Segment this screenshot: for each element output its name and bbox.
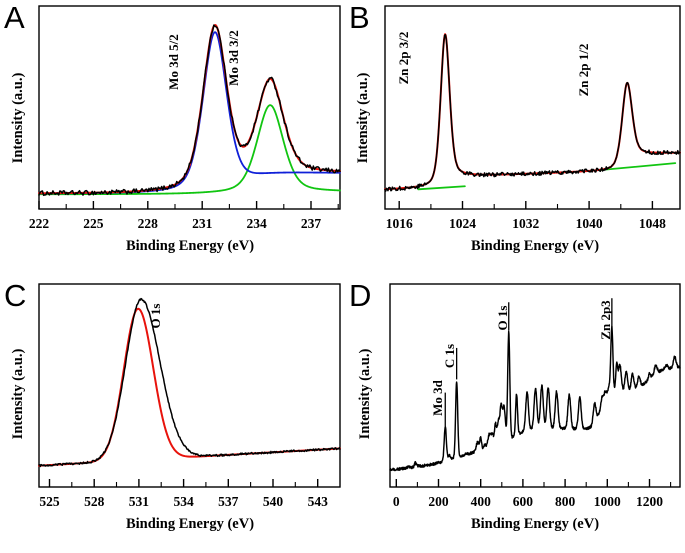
panel-c-tick-6: 543 [308, 494, 329, 509]
panel-d-tick-1: 200 [428, 494, 449, 509]
panel-a-ylabel: Intensity (a.u.) [10, 73, 26, 164]
panel-b-tick-4: 1048 [639, 216, 666, 231]
panel-b-letter: B [349, 0, 370, 35]
panel-c-frame [38, 283, 341, 488]
panel-b-plot: Intensity (a.u.) 1016 1024 1032 1040 104… [355, 5, 681, 254]
panel-a-traces [38, 24, 341, 197]
panel-b-xticks [398, 201, 654, 209]
panel-d-tick-4: 800 [555, 494, 576, 509]
panel-b: B Intensity (a.u.) 1016 1024 1032 1040 1… [345, 0, 685, 276]
panel-c-tick-2: 531 [129, 494, 150, 509]
panel-d-plot: Intensity (a.u.) 0 200 400 60 [357, 283, 681, 532]
panel-b-peak-label-1: Zn 2p 3/2 [396, 32, 411, 85]
panel-c-xticks [48, 479, 319, 487]
panel-c-ylabel: Intensity (a.u.) [10, 349, 26, 440]
panel-c-xlabel: Binding Energy (eV) [126, 516, 254, 532]
panel-a-letter: A [4, 0, 25, 35]
panel-d-peak-label-1: C 1s [442, 344, 457, 368]
panel-a-plot: Intensity (a.u.) 222 225 228 [10, 5, 341, 254]
panel-a-frame [38, 5, 341, 210]
panel-a-xticks [38, 201, 339, 209]
panel-c-tick-1: 528 [84, 494, 105, 509]
panel-b-frame [384, 5, 681, 210]
panel-d-tick-2: 400 [471, 494, 492, 509]
panel-d-peak-label-0: Mo 3d [430, 379, 445, 416]
panel-d-tick-3: 600 [513, 494, 534, 509]
panel-d-xlabel: Binding Energy (eV) [471, 516, 599, 532]
panel-a-tick-3: 231 [192, 216, 213, 231]
panel-d-traces [389, 325, 681, 472]
panel-c-tick-0: 525 [39, 494, 60, 509]
panel-d-tick-6: 1200 [636, 494, 663, 509]
panel-d-peak-label-3: Zn 2p3 [598, 300, 613, 340]
panel-b-tick-2: 1032 [512, 216, 539, 231]
panel-a-tick-5: 237 [301, 216, 322, 231]
panel-a-tick-0: 222 [29, 216, 50, 231]
panel-c: C Intensity (a.u.) 525 528 531 [0, 276, 345, 553]
panel-b-tick-1: 1024 [449, 216, 476, 231]
panel-a-tick-1: 225 [83, 216, 104, 231]
panel-a-tick-2: 228 [138, 216, 159, 231]
panel-c-tick-5: 540 [263, 494, 284, 509]
panel-d-leaders [444, 298, 613, 427]
panel-b-ylabel: Intensity (a.u.) [355, 73, 371, 164]
panel-d-peak-label-2: O 1s [495, 306, 510, 331]
panel-b-xlabel: Binding Energy (eV) [471, 238, 599, 254]
panel-c-traces [38, 297, 341, 468]
panel-d-letter: D [349, 278, 372, 313]
panel-a: A Intensity (a.u.) 222 [0, 0, 345, 276]
panel-b-peak-label-2: Zn 2p 1/2 [576, 44, 591, 97]
panel-d-xticks [395, 479, 672, 487]
panel-c-letter: C [4, 278, 27, 313]
panel-c-peak-label: O 1s [148, 304, 163, 329]
panel-a-peak-label-2: Mo 3d 3/2 [226, 30, 241, 86]
panel-c-plot: Intensity (a.u.) 525 528 531 534 [10, 283, 341, 532]
panel-d-ylabel: Intensity (a.u.) [357, 349, 373, 440]
panel-a-tick-4: 234 [246, 216, 267, 231]
panel-a-xlabel: Binding Energy (eV) [126, 238, 254, 254]
panel-b-tick-0: 1016 [386, 216, 413, 231]
panel-a-peak-label-1: Mo 3d 5/2 [166, 34, 181, 90]
panel-b-traces [384, 33, 681, 192]
panel-c-tick-3: 534 [173, 494, 194, 509]
panel-d-tick-5: 1000 [594, 494, 621, 509]
panel-b-tick-3: 1040 [576, 216, 603, 231]
panel-d-tick-0: 0 [393, 494, 400, 509]
panel-d: D Intensity (a.u.) 0 200 [345, 276, 685, 553]
panel-c-tick-4: 537 [218, 494, 239, 509]
panel-d-frame [389, 283, 681, 488]
